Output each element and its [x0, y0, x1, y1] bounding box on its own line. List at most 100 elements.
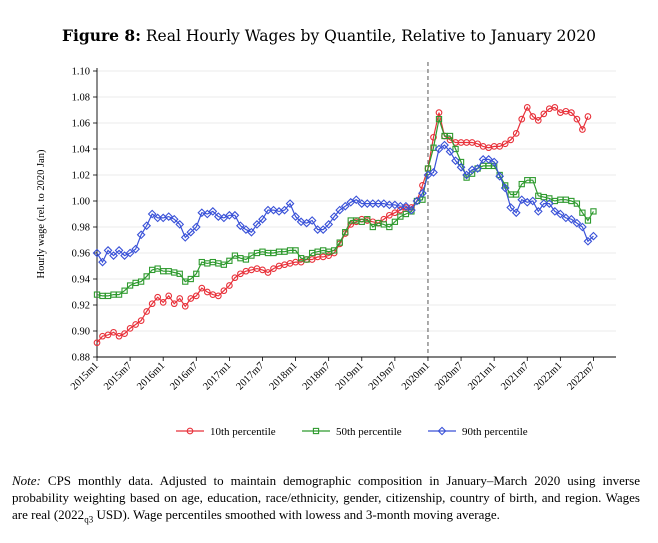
figure-title-text: Real Hourly Wages by Quantile, Relative …	[145, 27, 596, 45]
data-point-2	[567, 214, 576, 224]
data-point-2	[191, 222, 201, 232]
y-tick-label: 1.04	[72, 145, 91, 156]
data-point-2	[136, 230, 146, 240]
data-point-0	[540, 110, 548, 118]
data-point-0	[215, 292, 222, 300]
data-point-0	[512, 130, 520, 137]
legend-label: 90th percentile	[462, 426, 528, 438]
data-point-2	[340, 201, 350, 211]
data-point-2	[473, 164, 482, 173]
data-point-2	[114, 246, 124, 255]
data-point-0	[148, 300, 156, 308]
y-tick-label: 0.94	[72, 275, 91, 286]
figure-label: Figure 8:	[62, 26, 141, 45]
data-point-0	[104, 331, 112, 339]
data-point-0	[386, 211, 393, 219]
data-point-1	[584, 217, 592, 224]
data-point-2	[120, 251, 129, 260]
data-point-0	[259, 266, 266, 274]
data-point-0	[568, 109, 575, 116]
x-tick-label: 2021m1	[466, 360, 498, 392]
data-point-2	[390, 200, 400, 210]
data-point-1	[573, 200, 581, 207]
data-point-0	[551, 104, 559, 111]
x-tick-label: 2017m7	[234, 360, 266, 392]
data-point-2	[324, 220, 334, 229]
data-point-0	[181, 302, 189, 310]
data-point-0	[474, 140, 481, 148]
series-0	[93, 104, 592, 347]
x-tick-label: 2016m1	[135, 360, 167, 392]
data-point-1	[391, 218, 399, 225]
data-point-0	[270, 265, 277, 272]
data-point-2	[296, 217, 306, 227]
data-point-1	[342, 229, 349, 236]
figure-title: Figure 8: Real Hourly Wages by Quantile,…	[0, 26, 658, 45]
data-point-2	[528, 196, 538, 206]
data-point-2	[440, 140, 449, 150]
x-tick-label: 2017m1	[201, 360, 233, 392]
x-tick-label: 2022m1	[532, 360, 564, 392]
data-point-1	[364, 216, 371, 223]
data-point-2	[258, 214, 267, 224]
data-point-2	[429, 168, 438, 177]
data-point-2	[291, 212, 300, 221]
data-point-2	[379, 199, 389, 208]
grid-lines	[97, 70, 616, 358]
data-point-2	[544, 199, 554, 208]
data-point-0	[220, 287, 228, 295]
data-point-2	[456, 162, 466, 172]
data-point-0	[579, 126, 586, 133]
series-2	[92, 140, 598, 267]
data-point-0	[325, 252, 333, 259]
data-point-1	[513, 191, 520, 198]
data-point-0	[154, 293, 162, 301]
data-point-0	[203, 288, 211, 296]
y-tick-label: 0.88	[72, 353, 90, 364]
data-point-2	[103, 246, 113, 255]
data-point-2	[241, 225, 251, 234]
data-point-2	[401, 201, 411, 211]
legend-marker	[186, 427, 194, 435]
data-point-0	[121, 330, 128, 337]
legend-item-0: 10th percentile	[176, 426, 276, 438]
data-point-2	[202, 209, 212, 219]
data-point-2	[164, 212, 174, 221]
data-point-1	[193, 270, 200, 277]
data-point-1	[518, 180, 525, 188]
data-point-1	[529, 177, 536, 184]
x-tick-label: 2020m1	[400, 360, 432, 392]
data-point-2	[500, 183, 510, 193]
data-point-2	[329, 212, 339, 221]
data-point-2	[169, 214, 179, 224]
data-point-0	[143, 308, 150, 315]
data-point-0	[430, 133, 437, 141]
data-point-2	[125, 248, 135, 258]
data-point-2	[550, 207, 560, 216]
note-text-after: USD). Wage percentiles smoothed with low…	[93, 507, 500, 522]
x-tick-label: 2015m7	[102, 360, 134, 392]
data-point-2	[561, 213, 571, 223]
note-subscript: q3	[84, 514, 94, 525]
data-point-1	[226, 257, 233, 264]
data-point-1	[220, 261, 228, 268]
data-point-2	[230, 210, 240, 220]
data-point-0	[198, 284, 206, 292]
data-point-0	[110, 328, 117, 336]
data-point-2	[285, 199, 295, 208]
y-tick-label: 1.06	[72, 119, 90, 130]
x-tick-label: 2018m1	[268, 360, 300, 392]
data-point-0	[584, 113, 592, 120]
data-point-1	[435, 115, 443, 123]
note-label: Note:	[12, 473, 41, 488]
series-line-2	[96, 144, 594, 264]
data-point-0	[397, 206, 404, 214]
x-tick-label: 2022m7	[565, 360, 597, 392]
y-tick-label: 1.08	[72, 93, 90, 104]
data-point-2	[109, 251, 118, 260]
data-point-0	[126, 325, 134, 332]
data-point-1	[369, 223, 376, 231]
series-line-0	[96, 106, 589, 344]
data-point-2	[346, 197, 356, 207]
series-1	[93, 115, 597, 300]
